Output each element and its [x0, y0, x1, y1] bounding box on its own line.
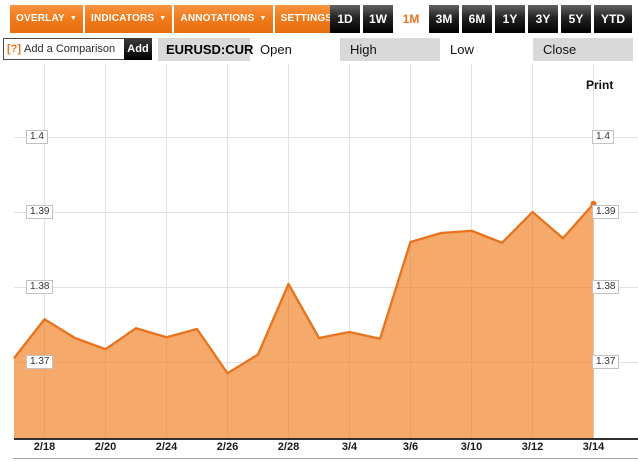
x-axis-label: 2/28	[277, 441, 300, 453]
add-comparison-box[interactable]: [?]	[3, 38, 126, 60]
x-axis-label: 3/4	[341, 441, 358, 453]
period-3m[interactable]: 3M	[429, 5, 459, 33]
period-selector: 1D 1W 1M 3M 6M 1Y 3Y 5Y YTD	[330, 5, 632, 33]
y-axis-label-left: 1.39	[26, 205, 54, 219]
price-line	[13, 202, 595, 375]
y-axis-label-left: 1.38	[26, 280, 54, 294]
y-axis-label-left: 1.4	[26, 130, 48, 144]
y-axis-label-right: 1.39	[592, 205, 620, 219]
menu-annotations[interactable]: ANNOTATIONS ▼	[174, 5, 273, 33]
print-link[interactable]: Print	[586, 78, 614, 92]
x-axis-label: 2/26	[216, 441, 239, 453]
comparison-input[interactable]	[24, 43, 125, 55]
period-ytd[interactable]: YTD	[594, 5, 632, 33]
toolbar-menus: OVERLAY▼INDICATORS▼ANNOTATIONS▼SETTINGS▼	[10, 5, 351, 33]
field-label-close: Close	[533, 38, 633, 61]
period-3y[interactable]: 3Y	[528, 5, 558, 33]
chevron-down-icon: ▼	[159, 15, 167, 22]
x-axis-label: 3/14	[582, 441, 605, 453]
help-icon: [?]	[7, 43, 22, 55]
y-axis-label-left: 1.37	[26, 355, 54, 369]
field-label-open: Open	[260, 42, 292, 57]
y-axis-label-right: 1.38	[592, 280, 620, 294]
chevron-down-icon: ▼	[69, 15, 77, 22]
period-1w[interactable]: 1W	[363, 5, 393, 33]
field-label-low: Low	[450, 42, 474, 57]
chevron-down-icon: ▼	[259, 15, 267, 22]
field-label-high: High	[340, 38, 440, 61]
area-fill	[14, 203, 594, 439]
x-axis-label: 2/24	[155, 441, 178, 453]
period-6m[interactable]: 6M	[462, 5, 492, 33]
period-1m[interactable]: 1M	[396, 5, 426, 33]
x-axis-label: 3/10	[460, 441, 483, 453]
period-1y[interactable]: 1Y	[495, 5, 525, 33]
y-axis-label-right: 1.37	[592, 355, 620, 369]
period-5y[interactable]: 5Y	[561, 5, 591, 33]
symbol-label: EURUSD:CUR	[158, 38, 253, 61]
menu-overlay[interactable]: OVERLAY ▼	[10, 5, 83, 33]
x-axis-label: 3/12	[521, 441, 544, 453]
x-axis-label: 3/6	[402, 441, 419, 453]
menu-indicators[interactable]: INDICATORS ▼	[84, 5, 173, 33]
x-axis-label: 2/20	[94, 441, 117, 453]
period-1d[interactable]: 1D	[330, 5, 360, 33]
add-button[interactable]: Add	[124, 38, 152, 60]
x-axis-label: 2/18	[33, 441, 56, 453]
y-axis-label-right: 1.4	[592, 130, 614, 144]
